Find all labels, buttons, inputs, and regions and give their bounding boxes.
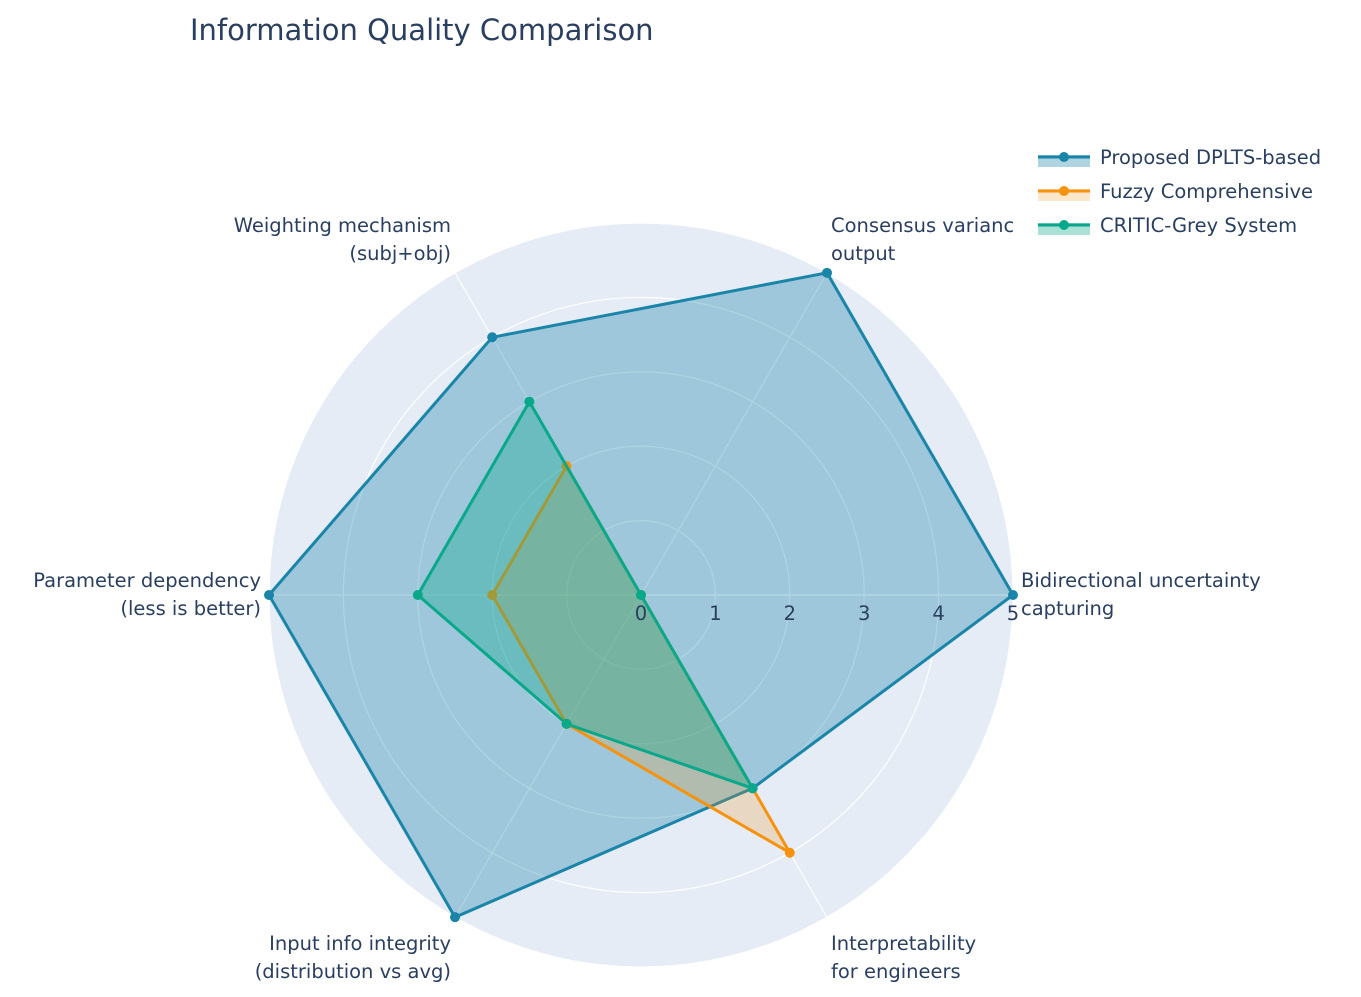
grid-spoke <box>640 272 828 596</box>
series-point <box>784 847 795 858</box>
legend-item[interactable]: CRITIC-Grey System <box>1038 214 1297 237</box>
radial-tick-label: 1 <box>709 602 721 625</box>
grid-spoke <box>454 594 642 918</box>
legend-item[interactable]: Fuzzy Comprehensive <box>1038 180 1313 203</box>
chart-title: Information Quality Comparison <box>190 13 654 47</box>
category-label: Bidirectional uncertainty capturing <box>1021 569 1261 620</box>
category-label: Weighting mechanism (subj+obj) <box>234 214 451 265</box>
legend-item[interactable]: Proposed DPLTS-based <box>1038 146 1321 169</box>
series-point <box>524 396 535 407</box>
legend-label: CRITIC-Grey System <box>1100 214 1297 237</box>
legend-marker <box>1059 220 1069 230</box>
series-point <box>450 912 460 923</box>
legend-marker <box>1059 152 1069 162</box>
category-labels: Bidirectional uncertainty capturing Consen… <box>33 214 1261 983</box>
legend-label: Proposed DPLTS-based <box>1100 146 1321 169</box>
series-point <box>487 590 498 600</box>
category-label: Interpretability for engineers <box>831 932 976 983</box>
radial-tick-label: 3 <box>858 602 870 625</box>
series-point <box>412 590 423 600</box>
series-point <box>822 267 832 278</box>
radial-tick-label: 2 <box>784 602 796 625</box>
series-area <box>416 400 755 790</box>
series-point <box>487 332 498 343</box>
radial-tick-label: 4 <box>932 602 944 625</box>
radial-ticks: 0 1 2 3 4 5 <box>635 602 1019 625</box>
radial-tick-label: 5 <box>1007 602 1019 625</box>
series-3 <box>412 396 758 794</box>
legend[interactable]: Proposed DPLTS-based Fuzzy Comprehensive C… <box>1038 146 1321 237</box>
series-point <box>264 590 274 600</box>
series-layer <box>264 267 1018 923</box>
category-label: Consensus varianc output <box>831 214 1014 265</box>
series-point <box>561 718 572 729</box>
series-point <box>1008 590 1018 600</box>
series-point <box>636 590 646 600</box>
category-label: Parameter dependency (less is better) <box>33 569 261 620</box>
legend-label: Fuzzy Comprehensive <box>1100 180 1313 203</box>
series-point <box>747 783 758 794</box>
radial-tick-label: 0 <box>635 602 647 625</box>
legend-marker <box>1059 186 1069 196</box>
category-label: Input info integrity (distribution vs avg… <box>255 932 451 983</box>
